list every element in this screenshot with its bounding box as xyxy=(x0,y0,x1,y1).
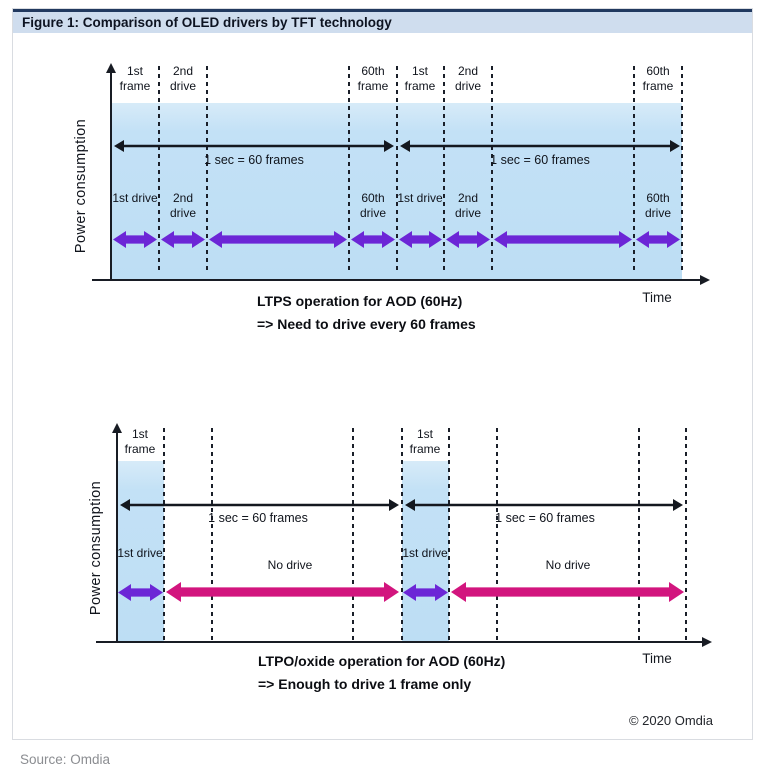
ltpo-no-drive-arrow-1 xyxy=(166,582,399,602)
ltps-drive-label-3: 60th drive xyxy=(359,191,386,220)
ltps-x-axis xyxy=(92,279,702,281)
ltps-caption-line2: => Need to drive every 60 frames xyxy=(257,316,476,332)
ltps-drive-arrow-2 xyxy=(161,231,205,248)
ltps-frame-label-3: 60th frame xyxy=(357,64,389,93)
ltps-second-span-label-1: 1 sec = 60 frames xyxy=(204,153,304,167)
ltpo-drive-label-2: 1st drive xyxy=(402,546,448,560)
ltpo-y-axis xyxy=(116,432,118,642)
ltpo-x-axis-arrowhead-icon xyxy=(702,637,712,647)
ltps-drive-label-1: 1st drive xyxy=(112,191,158,205)
ltpo-frame-label-2: 1st frame xyxy=(409,427,441,456)
figure-title: Figure 1: Comparison of OLED drivers by … xyxy=(13,9,752,33)
source-text: Source: Omdia xyxy=(20,752,111,767)
ltps-dashed-line-1 xyxy=(158,66,160,272)
ltps-second-span-label-2: 1 sec = 60 frames xyxy=(490,153,590,167)
ltps-frame-label-2: 2nd drive xyxy=(169,64,196,93)
ltps-dashed-line-7 xyxy=(633,66,635,272)
ltpo-frame-column-2 xyxy=(402,461,449,642)
ltpo-no-drive-label-1: No drive xyxy=(267,558,313,572)
ltpo-no-drive-arrow-2 xyxy=(451,582,684,602)
ltpo-dashed-line-6 xyxy=(496,428,498,640)
ltpo-dashed-line-8 xyxy=(685,428,687,640)
ltps-dashed-line-3 xyxy=(348,66,350,272)
ltps-dashed-line-5 xyxy=(443,66,445,272)
ltpo-dashed-line-2 xyxy=(211,428,213,640)
ltpo-drive-arrow-2 xyxy=(403,584,448,601)
ltps-frame-label-5: 2nd drive xyxy=(454,64,481,93)
ltps-dashed-line-4 xyxy=(396,66,398,272)
ltpo-x-axis-label: Time xyxy=(642,651,672,666)
ltpo-y-axis-label: Power consumption xyxy=(88,480,104,616)
ltps-drive-label-4: 1st drive xyxy=(397,191,443,205)
ltpo-drive-label-1: 1st drive xyxy=(117,546,163,560)
ltps-frame-label-1: 1st frame xyxy=(119,64,151,93)
ltps-x-axis-arrowhead-icon xyxy=(700,275,710,285)
ltpo-second-span-label-2: 1 sec = 60 frames xyxy=(495,511,595,525)
ltps-caption-line1: LTPS operation for AOD (60Hz) xyxy=(257,293,463,309)
ltpo-dashed-line-3 xyxy=(352,428,354,640)
ltps-y-axis-arrowhead-icon xyxy=(106,63,116,73)
ltpo-dashed-line-7 xyxy=(638,428,640,640)
ltps-dashed-line-2 xyxy=(206,66,208,272)
ltpo-frame-label-1: 1st frame xyxy=(124,427,156,456)
ltps-drive-arrow-6 xyxy=(446,231,490,248)
ltpo-dashed-line-5 xyxy=(448,428,450,640)
ltps-drive-label-5: 2nd drive xyxy=(454,191,481,220)
ltpo-y-axis-arrowhead-icon xyxy=(112,423,122,433)
ltps-y-axis xyxy=(110,72,112,281)
ltps-frame-label-4: 1st frame xyxy=(404,64,436,93)
ltpo-dashed-line-1 xyxy=(163,428,165,640)
ltps-drive-arrow-8 xyxy=(636,231,680,248)
ltps-drive-label-2: 2nd drive xyxy=(169,191,196,220)
ltpo-frame-column-1 xyxy=(117,461,164,642)
ltps-dashed-line-6 xyxy=(491,66,493,272)
ltps-x-axis-label: Time xyxy=(642,290,672,305)
ltps-drive-arrow-1 xyxy=(113,231,157,248)
copyright-text: © 2020 Omdia xyxy=(628,713,713,728)
ltps-frame-label-6: 60th frame xyxy=(642,64,674,93)
ltpo-caption-line1: LTPO/oxide operation for AOD (60Hz) xyxy=(258,653,506,669)
ltpo-no-drive-label-2: No drive xyxy=(545,558,591,572)
ltps-drive-arrow-5 xyxy=(399,231,442,248)
ltps-dashed-line-8 xyxy=(681,66,683,272)
ltpo-caption-line2: => Enough to drive 1 frame only xyxy=(258,676,472,692)
ltps-drive-label-6: 60th drive xyxy=(644,191,671,220)
ltpo-dashed-line-4 xyxy=(401,428,403,640)
ltpo-drive-arrow-1 xyxy=(118,584,163,601)
ltpo-x-axis xyxy=(96,641,704,643)
ltps-drive-arrow-4 xyxy=(351,231,395,248)
ltpo-second-span-label-1: 1 sec = 60 frames xyxy=(208,511,308,525)
